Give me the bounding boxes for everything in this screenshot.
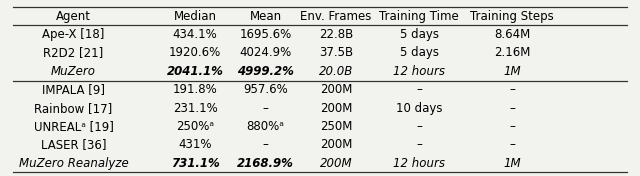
Text: 1M: 1M [503,157,521,170]
Text: 2.16M: 2.16M [494,46,530,59]
Text: Env. Frames: Env. Frames [300,10,372,23]
Text: 2041.1%: 2041.1% [167,65,223,78]
Text: R2D2 [21]: R2D2 [21] [44,46,104,59]
Text: 200M: 200M [320,138,352,151]
Text: 250M: 250M [320,120,352,133]
Text: –: – [509,83,515,96]
Text: Rainbow [17]: Rainbow [17] [35,102,113,115]
Text: 434.1%: 434.1% [173,28,218,41]
Text: –: – [262,138,269,151]
Text: 5 days: 5 days [400,28,438,41]
Text: LASER [36]: LASER [36] [41,138,106,151]
Text: 37.5B: 37.5B [319,46,353,59]
Text: –: – [416,120,422,133]
Text: 191.8%: 191.8% [173,83,218,96]
Text: 1920.6%: 1920.6% [169,46,221,59]
Text: 1M: 1M [503,65,521,78]
Text: 1695.6%: 1695.6% [239,28,292,41]
Text: –: – [509,102,515,115]
Text: 880%ᵃ: 880%ᵃ [246,120,285,133]
Text: 4999.2%: 4999.2% [237,65,294,78]
Text: 200M: 200M [320,83,352,96]
Text: 20.0B: 20.0B [319,65,353,78]
Text: 2168.9%: 2168.9% [237,157,294,170]
Text: 200M: 200M [320,157,352,170]
Text: 231.1%: 231.1% [173,102,218,115]
Text: UNREALᵃ [19]: UNREALᵃ [19] [34,120,113,133]
Text: Training Time: Training Time [380,10,459,23]
Text: Training Steps: Training Steps [470,10,554,23]
Text: 731.1%: 731.1% [171,157,220,170]
Text: IMPALA [9]: IMPALA [9] [42,83,105,96]
Text: 12 hours: 12 hours [393,65,445,78]
Text: 8.64M: 8.64M [494,28,530,41]
Text: Median: Median [173,10,217,23]
Text: –: – [509,120,515,133]
Text: 431%: 431% [179,138,212,151]
Text: –: – [509,138,515,151]
Text: –: – [262,102,269,115]
Text: –: – [416,83,422,96]
Text: 200M: 200M [320,102,352,115]
Text: –: – [416,138,422,151]
Text: 12 hours: 12 hours [393,157,445,170]
Text: 957.6%: 957.6% [243,83,288,96]
Text: 22.8B: 22.8B [319,28,353,41]
Text: 4024.9%: 4024.9% [239,46,292,59]
Text: Mean: Mean [250,10,282,23]
Text: MuZero Reanalyze: MuZero Reanalyze [19,157,129,170]
Text: 250%ᵃ: 250%ᵃ [176,120,214,133]
Text: 5 days: 5 days [400,46,438,59]
Text: Ape-X [18]: Ape-X [18] [42,28,105,41]
Text: 10 days: 10 days [396,102,442,115]
Text: MuZero: MuZero [51,65,96,78]
Text: Agent: Agent [56,10,91,23]
